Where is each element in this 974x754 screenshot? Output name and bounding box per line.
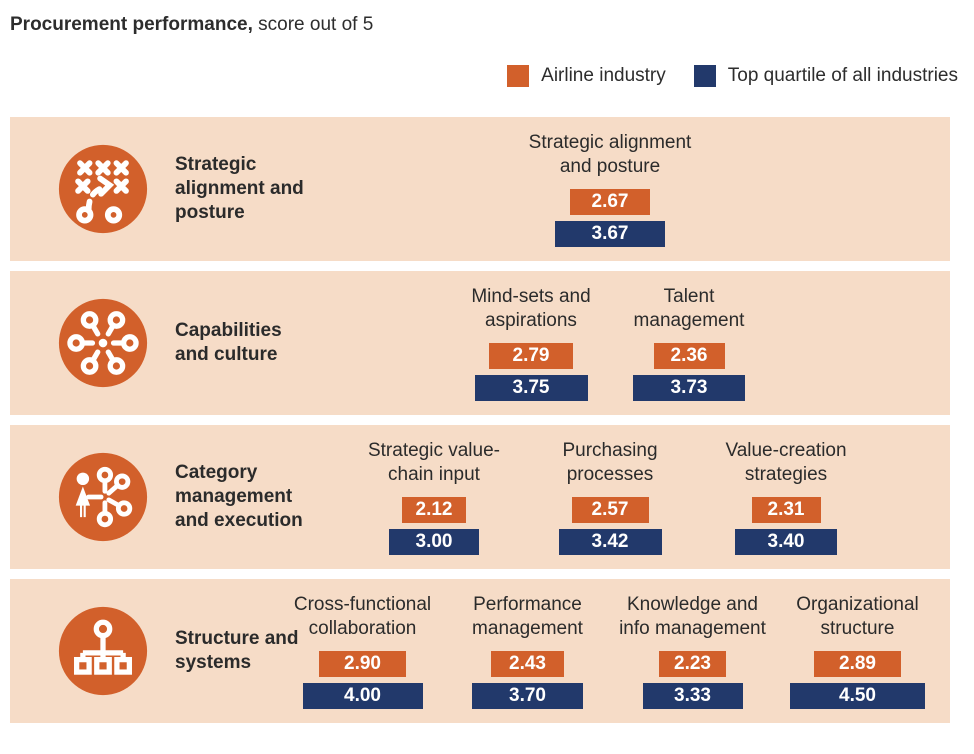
- legend-swatch: [507, 65, 530, 87]
- top-quartile-bar: 3.00: [389, 529, 479, 555]
- category-label: Capabilities and culture: [175, 320, 282, 365]
- metric-groups: Strategic value-chain input 2.12 3.00 Pu…: [280, 425, 940, 569]
- category-label: Category management and execution: [175, 462, 303, 531]
- airline-bar: 2.57: [571, 497, 649, 523]
- person-network-icon: [57, 451, 149, 543]
- top-quartile-bar: 3.70: [472, 683, 583, 709]
- top-quartile-bar: 4.00: [302, 683, 423, 709]
- category-row: Structure and systems Cross-functional c…: [10, 579, 950, 723]
- capability-hub-icon: [57, 297, 149, 389]
- metric-group: Organizational structure 2.89 4.50: [775, 579, 940, 709]
- metric-label: Value-creation strategies: [725, 440, 847, 485]
- airline-bar: 2.43: [491, 651, 564, 677]
- top-quartile-bar: 3.75: [474, 375, 588, 401]
- airline-bar: 2.79: [489, 343, 573, 369]
- metric-label: Strategic value-chain input: [367, 440, 500, 485]
- title-emphasis: Procurement performance,: [10, 14, 253, 35]
- title-subtitle: score out of 5: [258, 14, 374, 35]
- metric-group: Purchasing processes 2.57 3.42: [522, 425, 698, 555]
- metric-label: Performance management: [472, 594, 583, 639]
- metric-group: Strategic value-chain input 2.12 3.00: [346, 425, 522, 555]
- metric-groups: Mind-sets and aspirations 2.79 3.75 Tale…: [280, 271, 940, 415]
- airline-bar: 2.31: [751, 497, 821, 523]
- category-label: Strategic alignment and posture: [175, 154, 304, 223]
- metric-group: Mind-sets and aspirations 2.79 3.75: [452, 271, 610, 401]
- metric-group: Value-creation strategies 2.31 3.40: [698, 425, 874, 555]
- category-row: Capabilities and culture Mind-sets and a…: [10, 271, 950, 415]
- metric-label: Knowledge and info management: [619, 594, 766, 639]
- top-quartile-bar: 3.40: [735, 529, 837, 555]
- category-row: Strategic alignment and posture Strategi…: [10, 117, 950, 261]
- org-chart-icon: [57, 605, 149, 697]
- metric-label: Organizational structure: [796, 594, 919, 639]
- metric-groups: Strategic alignment and posture 2.67 3.6…: [280, 117, 940, 261]
- metric-groups: Cross-functional collaboration 2.90 4.00…: [280, 579, 940, 723]
- legend-item: Airline industry: [507, 65, 666, 87]
- metric-label: Cross-functional collaboration: [293, 594, 432, 639]
- metric-group: Strategic alignment and posture 2.67 3.6…: [515, 117, 705, 247]
- airline-bar: 2.36: [653, 343, 725, 369]
- airline-bar: 2.89: [814, 651, 901, 677]
- top-quartile-bar: 4.50: [790, 683, 925, 709]
- legend-label: Airline industry: [541, 65, 666, 86]
- airline-bar: 2.23: [659, 651, 726, 677]
- airline-bar: 2.67: [570, 189, 650, 215]
- legend-label: Top quartile of all industries: [727, 65, 958, 86]
- metric-label: Purchasing processes: [562, 440, 658, 485]
- airline-bar: 2.90: [319, 651, 406, 677]
- chart-rows: Strategic alignment and posture Strategi…: [10, 117, 950, 723]
- top-quartile-bar: 3.67: [555, 221, 665, 247]
- category-row: Category management and execution Strate…: [10, 425, 950, 569]
- legend-swatch: [693, 65, 716, 87]
- metric-label: Strategic alignment and posture: [528, 132, 692, 177]
- airline-bar: 2.12: [402, 497, 466, 523]
- top-quartile-bar: 3.33: [642, 683, 743, 709]
- metric-group: Performance management 2.43 3.70: [445, 579, 610, 709]
- metric-group: Talent management 2.36 3.73: [610, 271, 768, 401]
- page-title: Procurement performance, score out of 5: [10, 14, 373, 36]
- legend-item: Top quartile of all industries: [693, 65, 958, 87]
- metric-group: Knowledge and info management 2.23 3.33: [610, 579, 775, 709]
- metric-label: Mind-sets and aspirations: [471, 286, 591, 331]
- metric-group: Cross-functional collaboration 2.90 4.00: [280, 579, 445, 709]
- top-quartile-bar: 3.42: [558, 529, 662, 555]
- legend: Airline industry Top quartile of all ind…: [507, 65, 958, 87]
- metric-label: Talent management: [633, 286, 745, 331]
- top-quartile-bar: 3.73: [633, 375, 745, 401]
- category-label: Structure and systems: [175, 628, 299, 673]
- strategy-playbook-icon: [57, 143, 149, 235]
